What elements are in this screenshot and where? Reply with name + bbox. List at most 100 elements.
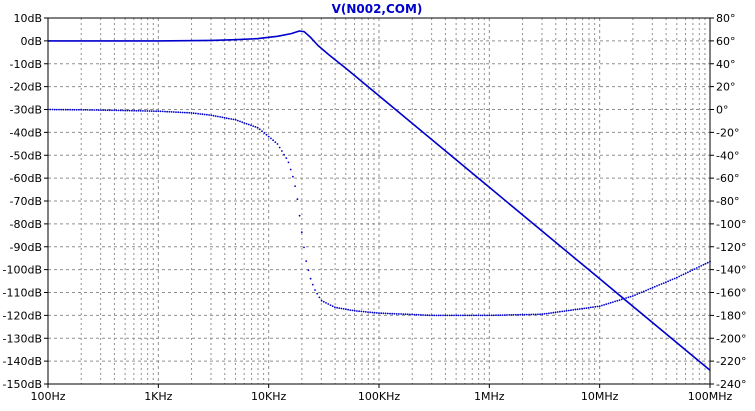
phase-point — [413, 314, 415, 316]
y-right-tick-label: -100° — [716, 218, 746, 231]
phase-point — [347, 309, 349, 311]
phase-point — [277, 143, 279, 145]
phase-point — [191, 112, 193, 114]
phase-point — [581, 308, 583, 310]
phase-point — [133, 110, 135, 112]
phase-point — [530, 314, 532, 316]
phase-point — [539, 313, 541, 315]
phase-point — [144, 110, 146, 112]
phase-point — [696, 267, 698, 269]
phase-point — [76, 109, 78, 111]
phase-point — [524, 314, 526, 316]
phase-point — [204, 114, 206, 116]
phase-point — [546, 313, 548, 315]
phase-point — [488, 315, 490, 317]
phase-point — [78, 109, 80, 111]
phase-point — [506, 314, 508, 316]
phase-point — [703, 264, 705, 266]
phase-point — [116, 110, 118, 112]
phase-point — [290, 169, 292, 171]
phase-point — [460, 315, 462, 317]
phase-point — [471, 315, 473, 317]
y-left-tick-label: -140dB — [3, 355, 43, 368]
phase-point — [261, 130, 263, 132]
phase-point — [349, 309, 351, 311]
phase-point — [680, 275, 682, 277]
phase-point — [654, 286, 656, 288]
phase-point — [330, 304, 332, 306]
phase-point — [603, 304, 605, 306]
phase-point — [537, 313, 539, 315]
phase-point — [255, 126, 257, 128]
phase-point — [484, 315, 486, 317]
phase-point — [513, 314, 515, 316]
phase-point — [610, 302, 612, 304]
phase-point — [332, 305, 334, 307]
y-left-tick-label: -150dB — [3, 378, 43, 391]
x-tick-label: 100KHz — [358, 390, 400, 403]
phase-point — [493, 314, 495, 316]
y-left-tick-label: -90dB — [10, 241, 43, 254]
phase-point — [292, 176, 294, 178]
x-tick-label: 100Hz — [30, 390, 65, 403]
phase-point — [274, 141, 276, 143]
phase-point — [102, 109, 104, 111]
phase-point — [63, 109, 65, 111]
phase-point — [431, 315, 433, 317]
phase-point — [305, 260, 307, 262]
phase-point — [162, 111, 164, 113]
phase-point — [599, 305, 601, 307]
phase-point — [312, 284, 314, 286]
y-right-tick-label: -240° — [716, 378, 746, 391]
phase-point — [272, 139, 274, 141]
phase-point — [477, 315, 479, 317]
phase-point — [628, 296, 630, 298]
y-right-tick-label: -200° — [716, 332, 746, 345]
x-tick-label: 1KHz — [144, 390, 172, 403]
phase-point — [219, 116, 221, 118]
phase-point — [541, 313, 543, 315]
phase-point — [482, 315, 484, 317]
phase-point — [643, 291, 645, 293]
phase-point — [674, 278, 676, 280]
phase-point — [705, 263, 707, 265]
phase-point — [122, 110, 124, 112]
phase-point — [480, 315, 482, 317]
phase-point — [233, 119, 235, 121]
phase-point — [235, 119, 237, 121]
phase-point — [663, 282, 665, 284]
phase-point — [683, 274, 685, 276]
phase-point — [336, 307, 338, 309]
phase-point — [449, 315, 451, 317]
phase-point — [153, 110, 155, 112]
phase-point — [619, 299, 621, 301]
phase-point — [588, 307, 590, 309]
phase-point — [636, 293, 638, 295]
phase-point — [69, 109, 71, 111]
phase-point — [447, 315, 449, 317]
x-tick-label: 10KHz — [251, 390, 286, 403]
phase-point — [508, 314, 510, 316]
phase-point — [623, 298, 625, 300]
phase-point — [266, 134, 268, 136]
phase-point — [440, 315, 442, 317]
phase-point — [327, 303, 329, 305]
phase-point — [65, 109, 67, 111]
phase-point — [239, 121, 241, 123]
phase-point — [129, 110, 131, 112]
phase-point — [175, 111, 177, 113]
phase-point — [173, 111, 175, 113]
y-right-tick-label: 40° — [716, 58, 736, 71]
phase-point — [577, 308, 579, 310]
phase-point — [206, 114, 208, 116]
phase-point — [378, 312, 380, 314]
phase-point — [691, 269, 693, 271]
phase-point — [575, 309, 577, 311]
phase-point — [678, 276, 680, 278]
y-left-tick-label: 0dB — [20, 35, 42, 48]
phase-point — [210, 114, 212, 116]
phase-point — [193, 112, 195, 114]
phase-point — [91, 109, 93, 111]
phase-point — [224, 117, 226, 119]
